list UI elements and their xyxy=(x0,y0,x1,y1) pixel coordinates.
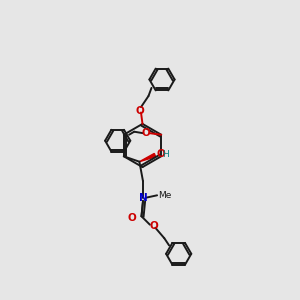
Polygon shape xyxy=(140,153,156,162)
Text: O: O xyxy=(149,221,158,231)
Text: H: H xyxy=(162,150,169,159)
Text: Me: Me xyxy=(158,191,172,200)
Text: O: O xyxy=(128,213,136,223)
Text: O: O xyxy=(156,149,165,159)
Text: O: O xyxy=(142,128,151,138)
Text: O: O xyxy=(135,106,144,116)
Text: N: N xyxy=(139,193,147,203)
